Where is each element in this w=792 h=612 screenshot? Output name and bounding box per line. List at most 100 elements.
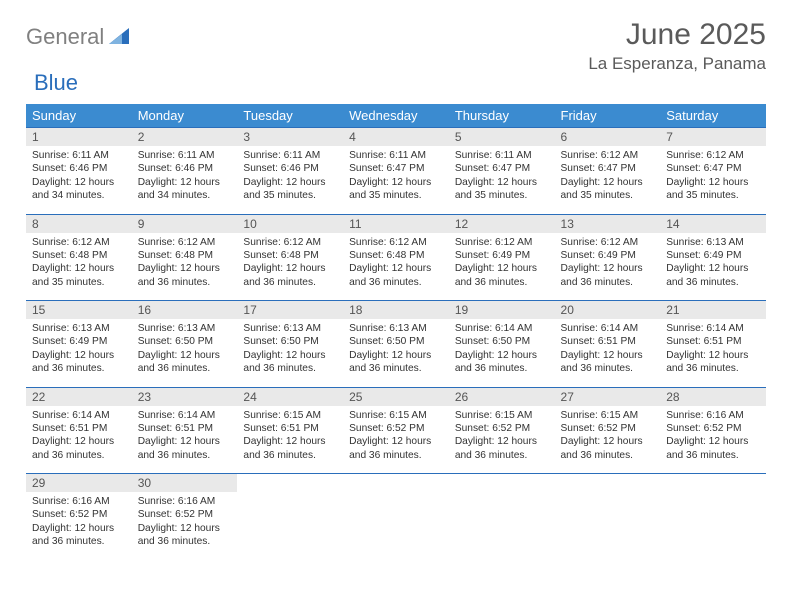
sunrise-line: Sunrise: 6:12 AM: [455, 236, 549, 249]
day-body-cell: Sunrise: 6:12 AMSunset: 6:48 PMDaylight:…: [26, 233, 132, 301]
daylight-line: Daylight: 12 hours and 36 minutes.: [666, 435, 760, 462]
sunrise-line: Sunrise: 6:12 AM: [561, 149, 655, 162]
daylight-line: Daylight: 12 hours and 35 minutes.: [349, 176, 443, 203]
day-number-cell: 29: [26, 474, 132, 493]
sunset-line: Sunset: 6:51 PM: [561, 335, 655, 348]
sunset-line: Sunset: 6:52 PM: [32, 508, 126, 521]
sunset-line: Sunset: 6:48 PM: [138, 249, 232, 262]
day-number-cell: 17: [237, 301, 343, 320]
day-body-cell: Sunrise: 6:15 AMSunset: 6:52 PMDaylight:…: [449, 406, 555, 474]
sunset-line: Sunset: 6:51 PM: [138, 422, 232, 435]
month-title: June 2025: [588, 18, 766, 52]
day-number-cell: 30: [132, 474, 238, 493]
day-body-cell: Sunrise: 6:14 AMSunset: 6:51 PMDaylight:…: [26, 406, 132, 474]
sunset-line: Sunset: 6:51 PM: [666, 335, 760, 348]
day-number-cell: 5: [449, 128, 555, 147]
daynum-row: 1234567: [26, 128, 766, 147]
day-body-cell: Sunrise: 6:11 AMSunset: 6:47 PMDaylight:…: [343, 146, 449, 214]
sunset-line: Sunset: 6:51 PM: [32, 422, 126, 435]
daylight-line: Daylight: 12 hours and 36 minutes.: [243, 435, 337, 462]
sunset-line: Sunset: 6:52 PM: [349, 422, 443, 435]
day-body-cell: Sunrise: 6:13 AMSunset: 6:49 PMDaylight:…: [660, 233, 766, 301]
weekday-header: Friday: [555, 104, 661, 128]
day-number-cell: 19: [449, 301, 555, 320]
sunrise-line: Sunrise: 6:16 AM: [138, 495, 232, 508]
sunrise-line: Sunrise: 6:12 AM: [243, 236, 337, 249]
day-number-cell: 8: [26, 214, 132, 233]
day-body-cell: [449, 492, 555, 560]
daylight-line: Daylight: 12 hours and 36 minutes.: [138, 349, 232, 376]
sunrise-line: Sunrise: 6:12 AM: [138, 236, 232, 249]
day-number-cell: 14: [660, 214, 766, 233]
daylight-line: Daylight: 12 hours and 35 minutes.: [243, 176, 337, 203]
sunrise-line: Sunrise: 6:11 AM: [243, 149, 337, 162]
day-body-cell: [343, 492, 449, 560]
weekday-header: Tuesday: [237, 104, 343, 128]
daynum-row: 2930: [26, 474, 766, 493]
sunset-line: Sunset: 6:50 PM: [243, 335, 337, 348]
day-body-cell: Sunrise: 6:15 AMSunset: 6:51 PMDaylight:…: [237, 406, 343, 474]
day-number-cell: 26: [449, 387, 555, 406]
day-body-cell: Sunrise: 6:15 AMSunset: 6:52 PMDaylight:…: [555, 406, 661, 474]
sunset-line: Sunset: 6:49 PM: [455, 249, 549, 262]
daynum-row: 22232425262728: [26, 387, 766, 406]
calendar-body: 1234567Sunrise: 6:11 AMSunset: 6:46 PMDa…: [26, 128, 766, 561]
day-body-cell: Sunrise: 6:15 AMSunset: 6:52 PMDaylight:…: [343, 406, 449, 474]
day-number-cell: 22: [26, 387, 132, 406]
sunrise-line: Sunrise: 6:16 AM: [32, 495, 126, 508]
day-number-cell: [555, 474, 661, 493]
sunrise-line: Sunrise: 6:11 AM: [455, 149, 549, 162]
day-body-cell: Sunrise: 6:11 AMSunset: 6:47 PMDaylight:…: [449, 146, 555, 214]
sunset-line: Sunset: 6:48 PM: [32, 249, 126, 262]
day-number-cell: 7: [660, 128, 766, 147]
day-number-cell: [449, 474, 555, 493]
calendar-table: Sunday Monday Tuesday Wednesday Thursday…: [26, 104, 766, 560]
day-number-cell: 27: [555, 387, 661, 406]
day-body-cell: Sunrise: 6:11 AMSunset: 6:46 PMDaylight:…: [132, 146, 238, 214]
day-body-cell: [660, 492, 766, 560]
sunset-line: Sunset: 6:47 PM: [666, 162, 760, 175]
sunrise-line: Sunrise: 6:12 AM: [32, 236, 126, 249]
daylight-line: Daylight: 12 hours and 36 minutes.: [561, 349, 655, 376]
day-number-cell: 13: [555, 214, 661, 233]
day-number-cell: 16: [132, 301, 238, 320]
sunset-line: Sunset: 6:47 PM: [455, 162, 549, 175]
day-number-cell: 20: [555, 301, 661, 320]
daylight-line: Daylight: 12 hours and 36 minutes.: [666, 349, 760, 376]
sunset-line: Sunset: 6:52 PM: [455, 422, 549, 435]
daylight-line: Daylight: 12 hours and 36 minutes.: [138, 522, 232, 549]
day-number-cell: 6: [555, 128, 661, 147]
weekday-header: Monday: [132, 104, 238, 128]
sunset-line: Sunset: 6:46 PM: [32, 162, 126, 175]
logo-text-blue: Blue: [34, 70, 78, 96]
title-block: June 2025 La Esperanza, Panama: [588, 18, 766, 74]
daylight-line: Daylight: 12 hours and 36 minutes.: [561, 435, 655, 462]
sunrise-line: Sunrise: 6:13 AM: [138, 322, 232, 335]
sunrise-line: Sunrise: 6:14 AM: [138, 409, 232, 422]
sunset-line: Sunset: 6:49 PM: [561, 249, 655, 262]
daylight-line: Daylight: 12 hours and 36 minutes.: [243, 349, 337, 376]
sunset-line: Sunset: 6:52 PM: [138, 508, 232, 521]
day-body-cell: Sunrise: 6:12 AMSunset: 6:48 PMDaylight:…: [343, 233, 449, 301]
day-body-row: Sunrise: 6:12 AMSunset: 6:48 PMDaylight:…: [26, 233, 766, 301]
sunset-line: Sunset: 6:52 PM: [666, 422, 760, 435]
daynum-row: 15161718192021: [26, 301, 766, 320]
daylight-line: Daylight: 12 hours and 35 minutes.: [455, 176, 549, 203]
daylight-line: Daylight: 12 hours and 36 minutes.: [349, 262, 443, 289]
day-body-cell: Sunrise: 6:12 AMSunset: 6:48 PMDaylight:…: [132, 233, 238, 301]
day-body-cell: Sunrise: 6:11 AMSunset: 6:46 PMDaylight:…: [237, 146, 343, 214]
daylight-line: Daylight: 12 hours and 36 minutes.: [243, 262, 337, 289]
day-body-cell: Sunrise: 6:14 AMSunset: 6:51 PMDaylight:…: [660, 319, 766, 387]
day-number-cell: [237, 474, 343, 493]
day-body-cell: Sunrise: 6:13 AMSunset: 6:50 PMDaylight:…: [132, 319, 238, 387]
logo-text-gray: General: [26, 24, 104, 50]
calendar-page: General June 2025 La Esperanza, Panama B…: [0, 0, 792, 560]
day-number-cell: 15: [26, 301, 132, 320]
sunrise-line: Sunrise: 6:15 AM: [243, 409, 337, 422]
daylight-line: Daylight: 12 hours and 36 minutes.: [455, 435, 549, 462]
sunset-line: Sunset: 6:51 PM: [243, 422, 337, 435]
weekday-header: Thursday: [449, 104, 555, 128]
logo-triangle-icon: [109, 28, 129, 49]
daylight-line: Daylight: 12 hours and 36 minutes.: [455, 349, 549, 376]
sunrise-line: Sunrise: 6:15 AM: [349, 409, 443, 422]
